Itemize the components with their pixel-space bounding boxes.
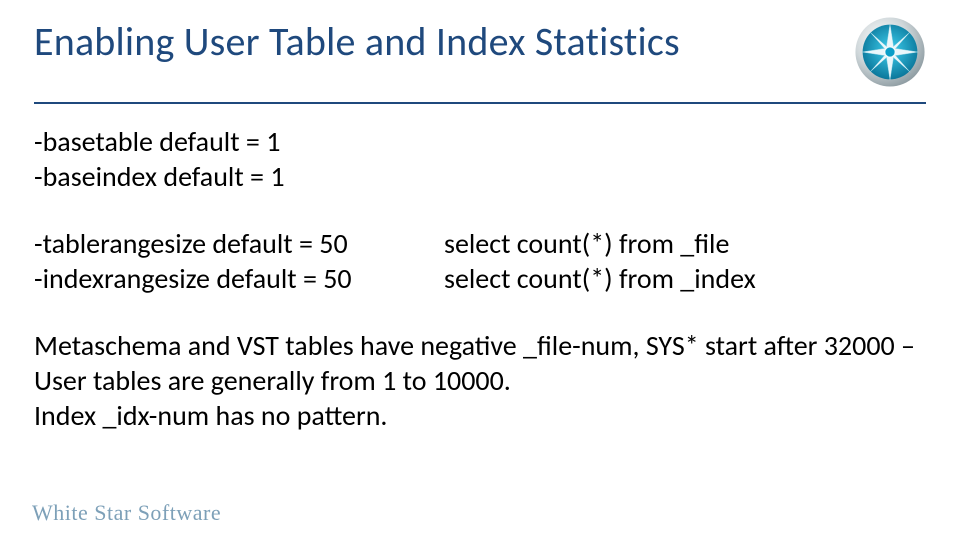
slide: Enabling User Table and Index Statistics	[0, 0, 960, 540]
basetable-line: -basetable default = 1	[34, 124, 926, 159]
content-area: -basetable default = 1 -baseindex defaul…	[34, 124, 926, 433]
notes-line2: Index _idx-num has no pattern.	[34, 398, 926, 433]
notes-block: Metaschema and VST tables have negative …	[34, 328, 926, 433]
tablerangesize-param: -tablerangesize default = 50	[34, 226, 424, 261]
notes-line1: Metaschema and VST tables have negative …	[34, 328, 926, 398]
baseindex-line: -baseindex default = 1	[34, 159, 926, 194]
logo-icon	[854, 16, 926, 88]
indexrangesize-param: -indexrangesize default = 50	[34, 261, 424, 296]
page-title: Enabling User Table and Index Statistics	[34, 20, 680, 64]
title-divider	[34, 102, 926, 104]
indexrangesize-row: -indexrangesize default = 50 select coun…	[34, 261, 926, 296]
indexrangesize-hint: select count(*) from _index	[444, 261, 926, 296]
defaults-block: -basetable default = 1 -baseindex defaul…	[34, 124, 926, 194]
tablerangesize-row: -tablerangesize default = 50 select coun…	[34, 226, 926, 261]
footer-brand: White Star Software	[32, 500, 221, 526]
title-row: Enabling User Table and Index Statistics	[34, 20, 926, 88]
rangesize-block: -tablerangesize default = 50 select coun…	[34, 226, 926, 296]
tablerangesize-hint: select count(*) from _file	[444, 226, 926, 261]
